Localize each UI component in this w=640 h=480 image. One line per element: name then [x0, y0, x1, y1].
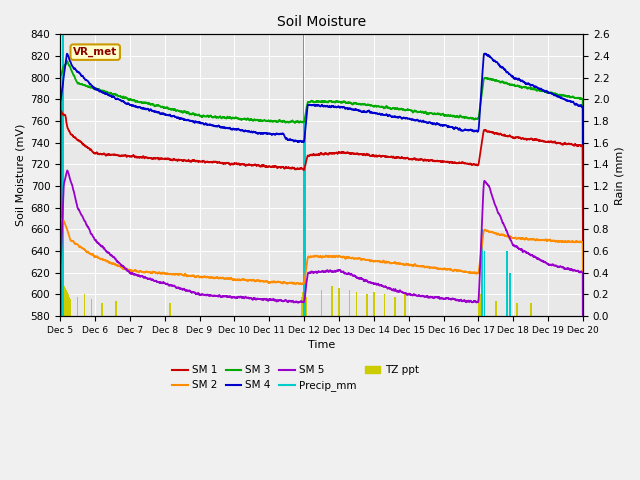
Bar	[303, 35, 304, 316]
Bar	[383, 294, 385, 316]
Bar	[484, 251, 486, 316]
Bar	[404, 294, 406, 316]
Bar	[332, 286, 333, 316]
Bar	[356, 292, 357, 316]
Bar	[338, 288, 340, 316]
Bar	[304, 121, 305, 316]
Y-axis label: Rain (mm): Rain (mm)	[615, 146, 625, 204]
Bar	[302, 292, 304, 316]
Bar	[506, 251, 508, 316]
Bar	[481, 229, 483, 316]
Bar	[394, 297, 396, 316]
Bar	[62, 284, 63, 316]
Bar	[530, 303, 532, 316]
Bar	[495, 301, 497, 316]
Title: Soil Moisture: Soil Moisture	[277, 15, 366, 29]
Bar	[67, 294, 69, 316]
Bar	[62, 35, 63, 316]
Bar	[66, 292, 68, 316]
Bar	[366, 294, 367, 316]
Bar	[65, 290, 67, 316]
Bar	[169, 303, 171, 316]
Bar	[61, 281, 63, 316]
Bar	[481, 297, 482, 316]
Bar	[509, 273, 511, 316]
Bar	[305, 297, 307, 316]
Bar	[304, 294, 306, 316]
Bar	[373, 292, 374, 316]
Bar	[63, 286, 65, 316]
Bar	[115, 301, 116, 316]
Bar	[321, 290, 323, 316]
Bar	[481, 299, 483, 316]
Bar	[70, 299, 71, 316]
Bar	[349, 290, 350, 316]
Text: VR_met: VR_met	[73, 47, 117, 57]
Legend: SM 1, SM 2, SM 3, SM 4, SM 5, Precip_mm, TZ ppt: SM 1, SM 2, SM 3, SM 4, SM 5, Precip_mm,…	[168, 361, 423, 396]
Bar	[60, 286, 61, 316]
Y-axis label: Soil Moisture (mV): Soil Moisture (mV)	[15, 124, 25, 227]
Bar	[68, 297, 70, 316]
Bar	[516, 303, 518, 316]
Bar	[64, 288, 66, 316]
Bar	[301, 297, 303, 316]
Bar	[101, 303, 102, 316]
Bar	[91, 299, 92, 316]
Bar	[479, 294, 481, 316]
X-axis label: Time: Time	[308, 340, 335, 350]
Bar	[478, 297, 480, 316]
Bar	[84, 294, 85, 316]
Bar	[506, 301, 507, 316]
Bar	[77, 297, 78, 316]
